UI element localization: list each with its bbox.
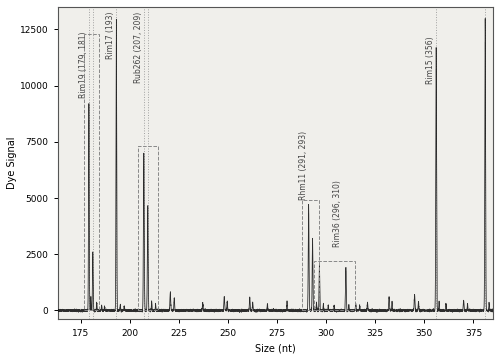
X-axis label: Size (nt): Size (nt) [255,343,296,353]
Text: Rhm11 (291, 293): Rhm11 (291, 293) [298,131,308,200]
Y-axis label: Dye Signal: Dye Signal [7,137,17,189]
Bar [138,147,158,310]
Text: Rim19 (179, 181): Rim19 (179, 181) [79,32,88,98]
Bar [302,200,320,310]
Text: Rub262 (207, 209): Rub262 (207, 209) [134,12,143,83]
Bar [84,34,98,310]
Bar [314,261,354,310]
Text: Rim15 (356): Rim15 (356) [426,36,435,84]
Text: Rim36 (296, 310): Rim36 (296, 310) [333,180,342,247]
Text: Rim17 (193): Rim17 (193) [106,12,116,59]
